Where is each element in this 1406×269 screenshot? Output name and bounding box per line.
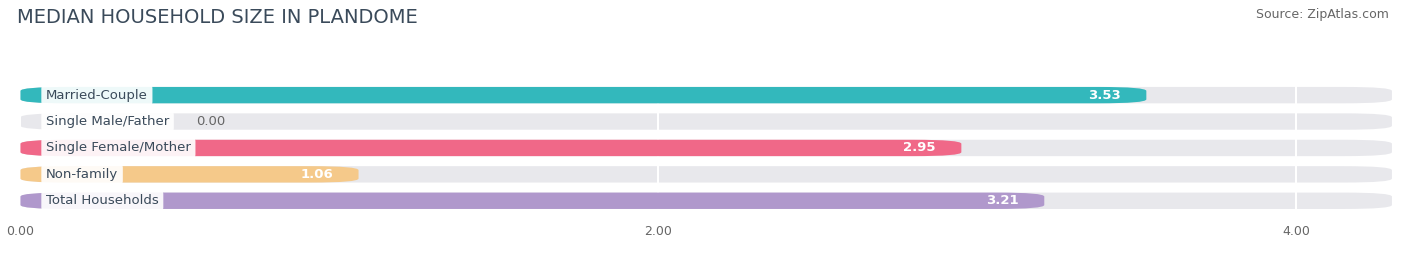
FancyBboxPatch shape (21, 113, 1392, 130)
FancyBboxPatch shape (21, 140, 962, 156)
Text: Non-family: Non-family (46, 168, 118, 181)
Text: 3.21: 3.21 (986, 194, 1019, 207)
FancyBboxPatch shape (21, 87, 1146, 103)
Text: Total Households: Total Households (46, 194, 159, 207)
FancyBboxPatch shape (21, 193, 1392, 209)
Text: 1.06: 1.06 (301, 168, 333, 181)
FancyBboxPatch shape (21, 193, 1045, 209)
FancyBboxPatch shape (21, 166, 359, 183)
FancyBboxPatch shape (21, 140, 1392, 156)
Text: 3.53: 3.53 (1088, 89, 1121, 102)
Text: 0.00: 0.00 (195, 115, 225, 128)
Text: Source: ZipAtlas.com: Source: ZipAtlas.com (1256, 8, 1389, 21)
Text: Married-Couple: Married-Couple (46, 89, 148, 102)
Text: MEDIAN HOUSEHOLD SIZE IN PLANDOME: MEDIAN HOUSEHOLD SIZE IN PLANDOME (17, 8, 418, 27)
FancyBboxPatch shape (21, 87, 1392, 103)
FancyBboxPatch shape (21, 166, 1392, 183)
Text: 2.95: 2.95 (903, 141, 936, 154)
Text: Single Male/Father: Single Male/Father (46, 115, 169, 128)
Text: Single Female/Mother: Single Female/Mother (46, 141, 191, 154)
